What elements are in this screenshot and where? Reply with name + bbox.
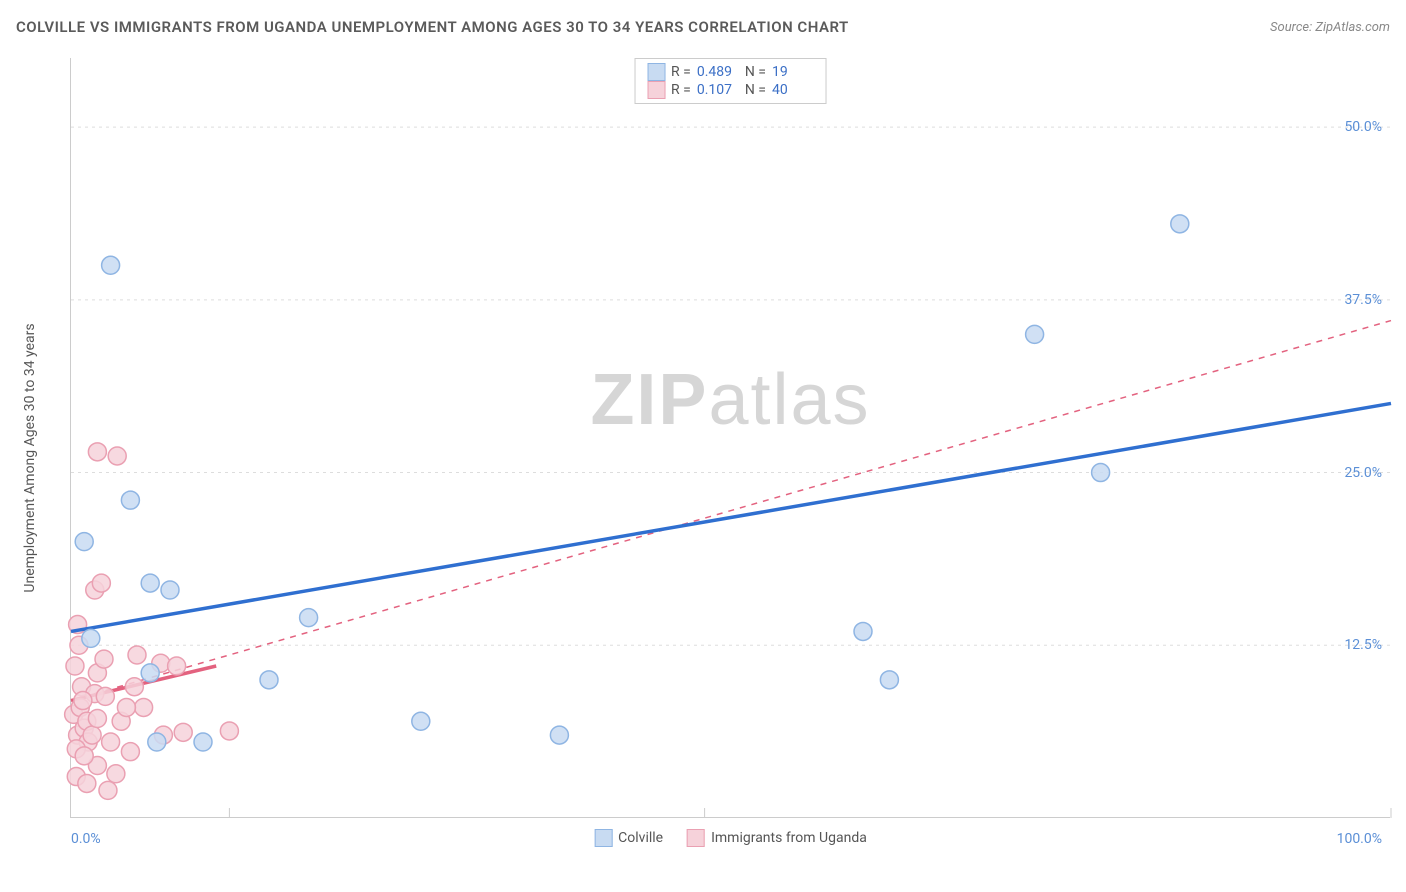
data-point bbox=[161, 581, 179, 599]
chart-area: Unemployment Among Ages 30 to 34 years Z… bbox=[50, 58, 1390, 858]
data-point bbox=[117, 698, 135, 716]
data-point bbox=[260, 671, 278, 689]
data-point bbox=[220, 722, 238, 740]
data-point bbox=[135, 698, 153, 716]
data-point bbox=[88, 710, 106, 728]
data-point bbox=[168, 657, 186, 675]
data-point bbox=[99, 781, 117, 799]
data-point bbox=[412, 712, 430, 730]
data-point bbox=[102, 733, 120, 751]
data-point bbox=[88, 443, 106, 461]
data-point bbox=[128, 646, 146, 664]
data-point bbox=[1171, 215, 1189, 233]
x-tick-left: 0.0% bbox=[71, 831, 101, 847]
legend-swatch-0 bbox=[594, 829, 612, 847]
data-point bbox=[78, 774, 96, 792]
data-point bbox=[75, 747, 93, 765]
series-legend: Colville Immigrants from Uganda bbox=[594, 829, 867, 847]
data-point bbox=[107, 765, 125, 783]
data-point bbox=[141, 574, 159, 592]
data-point bbox=[300, 609, 318, 627]
data-point bbox=[141, 664, 159, 682]
data-point bbox=[1092, 464, 1110, 482]
scatter-plot: ZIPatlas R = 0.489 N = 19 R = 0.107 N = … bbox=[70, 58, 1390, 818]
legend-label-1: Immigrants from Uganda bbox=[711, 830, 867, 846]
data-point bbox=[83, 726, 101, 744]
data-point bbox=[880, 671, 898, 689]
data-point bbox=[121, 743, 139, 761]
data-point bbox=[92, 574, 110, 592]
data-point bbox=[66, 657, 84, 675]
data-point bbox=[75, 533, 93, 551]
source-attribution: Source: ZipAtlas.com bbox=[1270, 20, 1390, 35]
data-point bbox=[121, 491, 139, 509]
plot-svg bbox=[71, 58, 1390, 817]
data-point bbox=[108, 447, 126, 465]
data-point bbox=[550, 726, 568, 744]
data-point bbox=[194, 733, 212, 751]
data-point bbox=[125, 678, 143, 696]
legend-swatch-1 bbox=[687, 829, 705, 847]
data-point bbox=[148, 733, 166, 751]
data-point bbox=[95, 650, 113, 668]
y-tick-label: 12.5% bbox=[1344, 637, 1382, 653]
data-point bbox=[174, 723, 192, 741]
data-point bbox=[102, 256, 120, 274]
data-point bbox=[96, 687, 114, 705]
data-point bbox=[74, 692, 92, 710]
y-tick-label: 25.0% bbox=[1344, 465, 1382, 481]
x-tick-right: 100.0% bbox=[1337, 831, 1382, 847]
y-axis-label: Unemployment Among Ages 30 to 34 years bbox=[22, 323, 38, 592]
legend-item-0: Colville bbox=[594, 829, 663, 847]
data-point bbox=[1026, 325, 1044, 343]
y-tick-label: 50.0% bbox=[1344, 119, 1382, 135]
chart-header: COLVILLE VS IMMIGRANTS FROM UGANDA UNEMP… bbox=[16, 18, 1390, 36]
data-point bbox=[854, 622, 872, 640]
legend-item-1: Immigrants from Uganda bbox=[687, 829, 867, 847]
legend-label-0: Colville bbox=[618, 830, 663, 846]
y-tick-label: 37.5% bbox=[1344, 292, 1382, 308]
chart-title: COLVILLE VS IMMIGRANTS FROM UGANDA UNEMP… bbox=[16, 18, 849, 36]
data-point bbox=[82, 629, 100, 647]
